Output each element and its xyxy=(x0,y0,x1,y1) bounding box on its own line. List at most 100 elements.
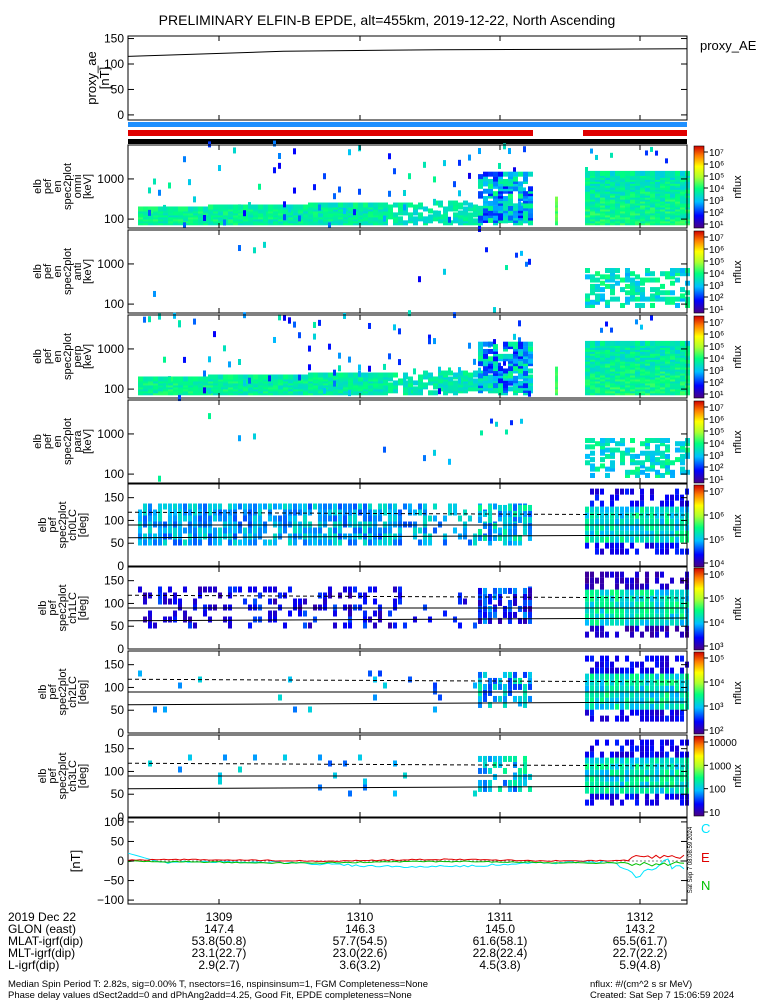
energy-cell xyxy=(383,446,386,453)
energy-cell xyxy=(605,340,610,346)
pitch-angle-cell xyxy=(218,503,222,510)
energy-cell xyxy=(503,143,506,150)
pitch-angle-cell xyxy=(640,536,644,543)
pitch-angle-cell xyxy=(483,695,487,702)
energy-cell xyxy=(680,441,685,447)
pitch-angle-cell xyxy=(423,509,427,516)
pitch-angle-cell xyxy=(650,542,654,549)
energy-cell xyxy=(488,356,493,362)
energy-cell xyxy=(595,154,598,160)
pitch-angle-cell xyxy=(645,715,649,722)
pitch-angle-cell xyxy=(610,506,614,513)
orbit-value: 146.3 xyxy=(345,922,375,936)
orbit-time-label: 1311 xyxy=(487,910,513,924)
energy-panel-ylabel-line: [keV] xyxy=(82,259,94,284)
energy-cell xyxy=(605,277,610,283)
pitch-angle-cell xyxy=(585,655,589,662)
energy-cell xyxy=(238,374,243,380)
pitch-angle-cell xyxy=(503,534,507,541)
pitch-angle-cell xyxy=(630,506,634,513)
energy-cell xyxy=(513,341,518,347)
pitch-angle-cell xyxy=(498,683,502,690)
energy-cell xyxy=(433,390,438,396)
energy-cell xyxy=(263,374,268,380)
energy-cell xyxy=(413,210,418,216)
energy-cell xyxy=(660,460,665,466)
pitch-angle-cell xyxy=(478,755,482,762)
pitch-angle-cell xyxy=(173,527,177,534)
pitch-angle-cell xyxy=(528,611,532,618)
pitch-angle-cell xyxy=(645,625,649,632)
pitch-angle-cell xyxy=(458,622,462,629)
energy-cell xyxy=(590,444,595,450)
pitch-angle-cell xyxy=(478,683,482,690)
energy-cell xyxy=(590,274,595,280)
energy-cell xyxy=(188,179,191,186)
energy-cell xyxy=(223,219,226,226)
pitch-angle-cell xyxy=(183,515,187,522)
pitch-angle-cell xyxy=(655,661,659,668)
pitch-angle-cell xyxy=(635,524,639,531)
energy-cell xyxy=(408,310,411,317)
pitch-angle-ylabel-line: [deg] xyxy=(77,513,89,537)
energy-cell xyxy=(203,206,208,212)
energy-cell xyxy=(388,376,393,382)
pitch-angle-cell xyxy=(393,760,397,767)
energy-cell xyxy=(498,213,503,219)
energy-cell xyxy=(413,368,416,375)
energy-cell xyxy=(478,183,483,189)
pitch-angle-cell xyxy=(143,539,147,546)
pitch-angle-cell xyxy=(213,539,217,546)
pitch-angle-cell xyxy=(630,793,634,800)
pitch-angle-cell xyxy=(675,506,679,513)
pitch-angle-cell xyxy=(625,739,629,746)
energy-cell xyxy=(468,380,473,386)
pitch-angle-cell xyxy=(600,757,604,764)
energy-cell xyxy=(630,438,635,444)
pitch-angle-cell xyxy=(283,754,287,761)
pitch-angle-cell xyxy=(610,775,614,782)
pitch-angle-cell xyxy=(605,530,609,537)
pitch-angle-cell xyxy=(600,631,604,638)
colorbar-label: 10³ xyxy=(709,366,724,377)
energy-cell xyxy=(293,187,296,194)
pitch-angle-cell xyxy=(660,661,664,668)
energy-cell xyxy=(333,202,338,208)
energy-cell xyxy=(428,218,433,224)
pitch-angle-cell xyxy=(675,715,679,722)
energy-cell xyxy=(680,296,685,302)
pitch-angle-cell xyxy=(528,683,532,690)
energy-cell xyxy=(408,382,413,388)
energy-cell xyxy=(655,340,660,346)
energy-cell xyxy=(523,341,528,347)
pitch-angle-cell xyxy=(665,793,669,800)
colorbar-label: 10³ xyxy=(709,196,724,207)
energy-cell xyxy=(518,320,521,327)
pitch-angle-cell xyxy=(600,619,604,626)
pitch-angle-cell xyxy=(508,510,512,517)
pitch-angle-cell xyxy=(650,536,654,543)
pitch-angle-cell xyxy=(493,587,497,594)
pitch-angle-cell xyxy=(655,601,659,608)
pitch-angle-cell xyxy=(640,751,644,758)
pitch-angle-cell xyxy=(328,527,332,534)
pitch-angle-cell xyxy=(640,775,644,782)
energy-cell xyxy=(675,441,680,447)
pitch-angle-cell xyxy=(518,767,522,774)
pitch-angle-cell xyxy=(188,533,192,540)
pitch-angle-cell xyxy=(258,509,262,516)
orbit-value: 3.6(3.2) xyxy=(339,958,380,972)
pitch-angle-cell xyxy=(670,739,674,746)
energy-cell xyxy=(413,216,418,222)
energy-cell xyxy=(513,333,516,340)
pitch-angle-cell xyxy=(498,527,502,534)
energy-cell xyxy=(630,296,635,302)
pitch-angle-cell xyxy=(513,773,517,780)
pitch-angle-cell xyxy=(645,757,649,764)
pitch-angle-cell xyxy=(655,775,659,782)
pitch-angle-cell xyxy=(600,488,604,495)
energy-cell xyxy=(650,466,655,472)
energy-cell xyxy=(143,316,146,323)
pitch-angle-cell xyxy=(610,757,614,764)
energy-cell xyxy=(595,287,600,293)
